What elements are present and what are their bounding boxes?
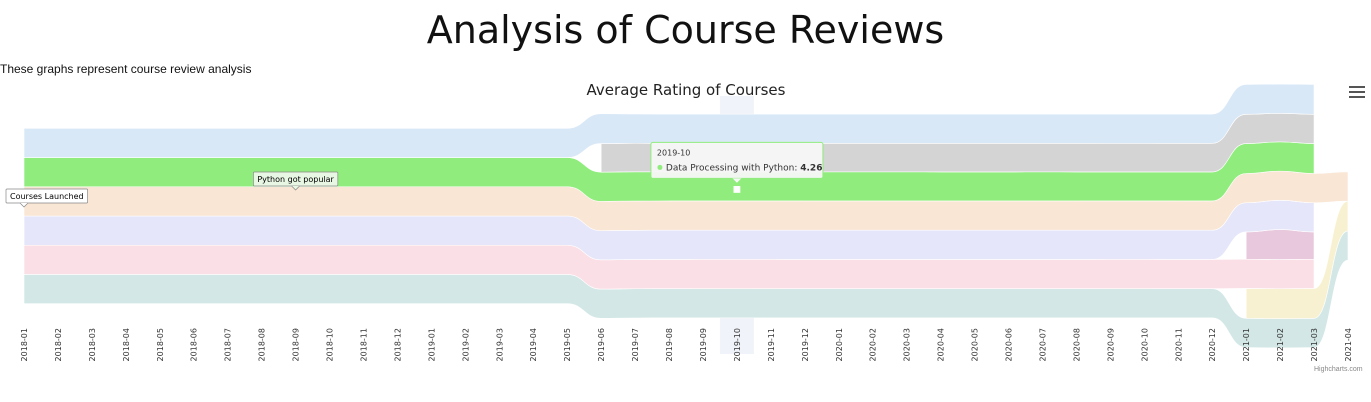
x-tick-label: 2018-08 — [258, 328, 267, 361]
x-tick-label: 2019-09 — [699, 328, 708, 361]
x-tick-label: 2020-09 — [1106, 328, 1115, 361]
tooltip-series-dot — [657, 164, 663, 170]
x-tick-label: 2020-02 — [869, 328, 878, 361]
streamgraph-chart: Average Rating of Courses 2018-01 2018-02… — [5, 81, 1353, 361]
chart-container: Average Rating of Courses 2018-01 2018-02… — [0, 78, 1371, 402]
hover-marker[interactable] — [732, 184, 742, 195]
x-tick-label: 2019-06 — [597, 328, 606, 361]
credits-link[interactable]: Highcharts.com — [1314, 366, 1363, 373]
annotation-label: Courses Launched — [5, 188, 88, 208]
x-tick-label: 2020-07 — [1038, 328, 1047, 361]
x-tick-label: 2018-05 — [156, 328, 165, 361]
chart-title: Average Rating of Courses — [587, 81, 786, 99]
x-tick-label: 2020-05 — [971, 328, 980, 361]
tooltip-header: 2019-10 — [657, 148, 690, 157]
x-tick-label: 2021-03 — [1310, 328, 1319, 361]
x-tick-label: 2018-04 — [122, 328, 131, 361]
page-subtitle: These graphs represent course review ana… — [0, 62, 252, 76]
stream-series-1[interactable] — [23, 83, 1315, 158]
x-tick-label: 2020-01 — [835, 328, 844, 361]
x-tick-label: 2020-04 — [937, 328, 946, 361]
x-tick-label: 2021-01 — [1242, 328, 1251, 361]
x-tick-label: 2018-03 — [88, 328, 97, 361]
x-tick-label: 2020-08 — [1072, 328, 1081, 361]
x-tick-label: 2019-02 — [461, 328, 470, 361]
x-tick-label: 2019-05 — [563, 328, 572, 361]
x-tick-label: 2020-12 — [1208, 328, 1217, 361]
x-tick-label: 2018-11 — [359, 328, 368, 361]
tooltip: 2019-10 Data Processing with Python: 4.26 — [650, 141, 824, 185]
x-tick-label: 2021-02 — [1276, 328, 1285, 361]
x-tick-label: 2019-11 — [767, 328, 776, 361]
x-tick-label: 2018-02 — [54, 328, 63, 361]
x-tick-label: 2020-06 — [1005, 328, 1014, 361]
svg-text:Courses Launched: Courses Launched — [10, 192, 84, 201]
x-tick-label: 2018-01 — [20, 328, 29, 361]
x-tick-label: 2020-03 — [903, 328, 912, 361]
hamburger-menu-icon[interactable] — [1349, 86, 1365, 100]
x-tick-label: 2018-07 — [224, 328, 233, 361]
x-tick-label: 2018-10 — [326, 328, 335, 361]
x-tick-label: 2019-10 — [733, 328, 742, 361]
page-title: Analysis of Course Reviews — [426, 8, 945, 52]
x-tick-label: 2018-12 — [393, 328, 402, 361]
annotation-label: Python got popular — [253, 171, 339, 191]
x-tick-label: 2019-01 — [427, 328, 436, 361]
x-tick-label: 2019-08 — [665, 328, 674, 361]
x-tick-label: 2019-07 — [631, 328, 640, 361]
x-tick-label: 2020-10 — [1140, 328, 1149, 361]
svg-text:Python got popular: Python got popular — [257, 175, 334, 184]
stream-series-6[interactable] — [1245, 229, 1315, 260]
x-tick-label: 2019-04 — [529, 328, 538, 361]
x-tick-label: 2021-04 — [1344, 328, 1353, 361]
tooltip-series-line: Data Processing with Python: 4.26 — [666, 163, 823, 173]
x-tick-label: 2019-12 — [801, 328, 810, 361]
x-tick-label: 2018-06 — [190, 328, 199, 361]
x-tick-label: 2018-09 — [292, 328, 301, 361]
x-tick-label: 2019-03 — [495, 328, 504, 361]
x-tick-label: 2020-11 — [1174, 328, 1183, 361]
